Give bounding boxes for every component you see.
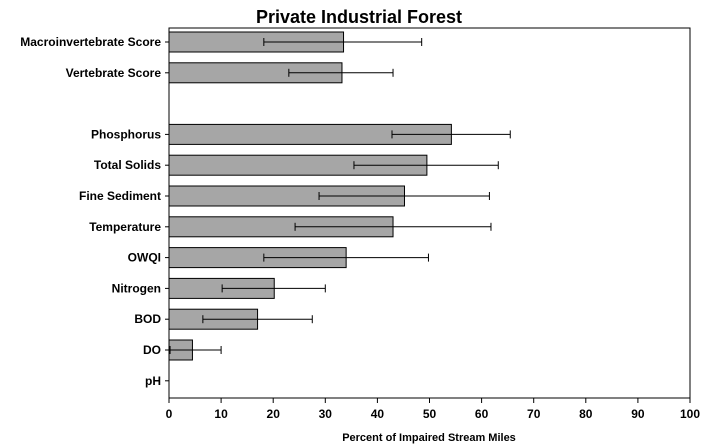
plot-area <box>168 27 691 399</box>
x-tick-label-90: 90 <box>631 407 645 421</box>
y-axis: Macroinvertebrate Score Vertebrate Score P… <box>20 35 169 388</box>
x-tick-label-40: 40 <box>371 407 385 421</box>
error-bar-owqi <box>263 253 429 262</box>
category-label-temperature: Temperature <box>89 220 161 234</box>
x-axis-title: Percent of Impaired Stream Miles <box>342 432 516 444</box>
error-bar-nitrogen <box>221 284 326 293</box>
category-label-ph: pH <box>145 374 161 388</box>
category-label-owqi: OWQI <box>128 251 161 265</box>
error-bar-phosphorus <box>391 130 511 139</box>
category-label-nitrogen: Nitrogen <box>112 281 161 295</box>
category-label-do: DO <box>143 343 161 357</box>
x-tick-label-100: 100 <box>680 407 700 421</box>
error-bar-do <box>169 346 222 354</box>
x-tick-label-0: 0 <box>166 407 173 421</box>
x-tick-label-60: 60 <box>475 407 489 421</box>
chart-title: Private Industrial Forest <box>256 7 462 27</box>
category-label-phosphorus: Phosphorus <box>91 127 161 141</box>
error-bar-temperature <box>294 222 492 231</box>
x-axis: 0 10 20 30 40 50 60 70 80 90 100 <box>166 398 700 421</box>
category-label-vertebrate-score: Vertebrate Score <box>66 66 162 80</box>
x-tick-label-50: 50 <box>423 407 437 421</box>
category-label-fine-sediment: Fine Sediment <box>79 189 161 203</box>
x-tick-label-10: 10 <box>214 407 228 421</box>
x-tick-label-70: 70 <box>527 407 541 421</box>
category-label-bod: BOD <box>134 312 161 326</box>
x-tick-label-80: 80 <box>579 407 593 421</box>
error-bar-vertebrate-score <box>288 68 394 77</box>
bars-layer <box>168 31 511 361</box>
category-label-total-solids: Total Solids <box>94 158 161 172</box>
error-bar-total-solids <box>353 161 499 170</box>
error-bar-bod <box>202 315 313 324</box>
category-label-macroinvertebrate-score: Macroinvertebrate Score <box>20 35 161 49</box>
error-bar-macroinvertebrate-score <box>263 38 423 46</box>
error-bar-fine-sediment <box>318 192 490 200</box>
x-tick-label-30: 30 <box>319 407 333 421</box>
x-tick-label-20: 20 <box>267 407 281 421</box>
